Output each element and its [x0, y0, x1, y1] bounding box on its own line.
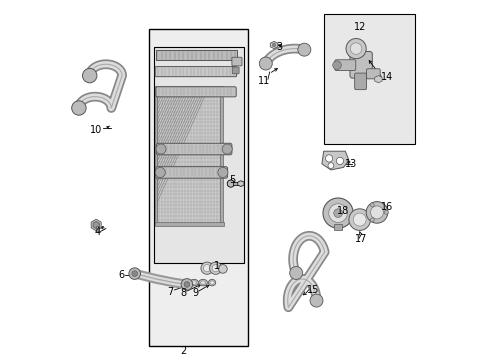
- Text: 15: 15: [306, 285, 319, 295]
- Circle shape: [72, 101, 86, 115]
- Text: 2: 2: [180, 346, 186, 356]
- Text: 9: 9: [192, 288, 199, 298]
- Bar: [154, 86, 157, 223]
- Circle shape: [272, 43, 275, 47]
- Circle shape: [222, 144, 232, 154]
- Ellipse shape: [200, 281, 205, 284]
- Ellipse shape: [369, 218, 373, 222]
- Polygon shape: [93, 221, 99, 229]
- Ellipse shape: [199, 279, 207, 286]
- Text: 11: 11: [258, 76, 270, 86]
- FancyBboxPatch shape: [354, 73, 366, 90]
- Bar: [156, 86, 221, 223]
- Circle shape: [348, 209, 370, 230]
- Bar: [220, 86, 223, 223]
- Circle shape: [333, 209, 342, 217]
- Ellipse shape: [384, 211, 387, 214]
- Text: 7: 7: [167, 287, 173, 297]
- Bar: [149, 29, 247, 346]
- Bar: [334, 224, 341, 230]
- Circle shape: [332, 61, 341, 69]
- Ellipse shape: [189, 279, 198, 286]
- Text: 8: 8: [180, 288, 186, 298]
- Circle shape: [352, 213, 366, 226]
- Circle shape: [336, 157, 343, 165]
- Bar: [154, 222, 224, 226]
- Circle shape: [227, 180, 234, 187]
- Polygon shape: [91, 219, 101, 231]
- Text: 1: 1: [214, 261, 220, 271]
- Circle shape: [218, 265, 227, 273]
- FancyBboxPatch shape: [349, 51, 371, 78]
- Circle shape: [156, 144, 166, 154]
- Circle shape: [201, 262, 213, 274]
- Circle shape: [346, 39, 366, 59]
- Ellipse shape: [208, 279, 215, 286]
- Ellipse shape: [369, 203, 373, 207]
- Circle shape: [289, 266, 302, 279]
- Ellipse shape: [191, 281, 196, 284]
- Circle shape: [325, 155, 332, 162]
- FancyBboxPatch shape: [155, 167, 227, 178]
- Bar: [96, 226, 99, 231]
- FancyBboxPatch shape: [334, 60, 355, 71]
- Bar: [232, 182, 241, 185]
- Circle shape: [181, 279, 192, 290]
- FancyBboxPatch shape: [155, 67, 236, 77]
- Text: 13: 13: [344, 159, 356, 169]
- Circle shape: [155, 167, 165, 177]
- Bar: [153, 47, 244, 263]
- Polygon shape: [270, 41, 277, 49]
- Text: 4: 4: [94, 227, 101, 237]
- Circle shape: [212, 265, 219, 272]
- Circle shape: [129, 268, 140, 279]
- Circle shape: [82, 68, 97, 83]
- Circle shape: [370, 206, 383, 219]
- FancyBboxPatch shape: [366, 69, 380, 79]
- FancyBboxPatch shape: [156, 87, 236, 97]
- Text: 10: 10: [90, 125, 102, 135]
- Ellipse shape: [209, 281, 214, 284]
- FancyBboxPatch shape: [231, 57, 242, 66]
- Circle shape: [328, 204, 347, 222]
- Text: 5: 5: [229, 175, 235, 185]
- Circle shape: [259, 57, 272, 70]
- Polygon shape: [374, 76, 382, 83]
- Text: 6: 6: [118, 270, 124, 280]
- Bar: [156, 50, 237, 60]
- FancyBboxPatch shape: [232, 67, 239, 74]
- Polygon shape: [321, 151, 348, 170]
- Text: 16: 16: [380, 202, 392, 212]
- Bar: [323, 14, 415, 144]
- Polygon shape: [237, 181, 244, 186]
- Text: 3: 3: [276, 42, 282, 52]
- Circle shape: [349, 43, 361, 54]
- Text: 12: 12: [353, 22, 365, 32]
- Text: 17: 17: [355, 234, 367, 244]
- Text: 18: 18: [337, 206, 349, 216]
- Circle shape: [322, 198, 352, 228]
- Circle shape: [327, 163, 333, 168]
- Circle shape: [132, 271, 137, 276]
- Circle shape: [209, 262, 222, 274]
- Circle shape: [218, 167, 227, 177]
- Circle shape: [183, 282, 189, 287]
- Circle shape: [366, 202, 387, 223]
- Circle shape: [203, 265, 210, 272]
- FancyBboxPatch shape: [156, 143, 231, 155]
- Circle shape: [309, 294, 322, 307]
- Text: 14: 14: [380, 72, 392, 82]
- Circle shape: [297, 43, 310, 56]
